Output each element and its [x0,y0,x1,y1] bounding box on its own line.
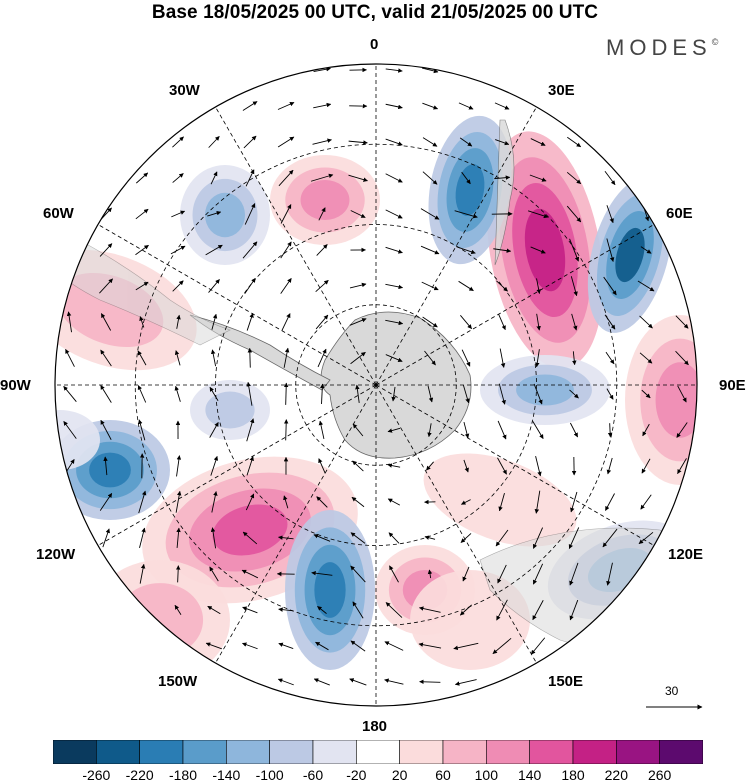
graticule [55,64,697,706]
colorbar-tick-label: 140 [517,767,542,783]
colorbar-tick-label: -260 [82,767,111,783]
colorbar-swatch [616,740,660,764]
colorbar-swatch [53,740,97,764]
colorbar-tick-label: -140 [212,767,241,783]
colorbar-swatch [399,740,444,764]
colorbar-swatch [356,740,400,764]
colorbar-tick-label: 100 [474,767,499,783]
map-title: Base 18/05/2025 00 UTC, valid 21/05/2025… [151,2,599,23]
colorbar-tick-label: 180 [561,767,585,783]
modes-logo: MODES© [606,35,718,61]
label-lon-30e: 30E [548,82,575,99]
colorbar-swatch [529,740,574,764]
colorbar [53,740,703,764]
label-lon-60w: 60W [43,205,74,222]
label-lon-120w: 120W [36,546,76,563]
colorbar-swatch [182,740,227,764]
label-lon-150e: 150E [548,673,584,690]
wind-vectors [63,66,689,686]
colorbar-swatch [659,740,703,764]
colorbar-tick-label: -60 [302,767,324,783]
label-lon-0: 0 [370,36,379,53]
colorbar-tick-label: 220 [604,767,629,783]
map-boundary [54,63,698,707]
colorbar-swatch [139,740,184,764]
colorbar-swatch [269,740,314,764]
colorbar-swatch [96,740,140,764]
label-lon-180: 180 [362,718,388,735]
colorbar-tick-label: -180 [168,767,198,783]
label-lon-30w: 30W [169,82,200,99]
colorbar-tick-label: 60 [435,767,451,783]
label-lon-120e: 120E [668,546,704,563]
colorbar-tick-label: 260 [647,767,672,783]
colorbar-swatch [312,740,357,764]
colorbar-tick-label: -100 [255,767,284,783]
label-lon-60e: 60E [666,205,693,222]
colorbar-swatch [226,740,270,764]
reference-vector-label: 30 [665,684,679,698]
label-lon-150w: 150W [158,673,198,690]
colorbar-swatch [442,740,487,764]
colorbar-swatch [572,740,617,764]
label-lon-90w: 90W [0,377,31,394]
label-lon-90e: 90E [719,377,746,394]
brand-mark: © [711,37,719,47]
colorbar-tick-label: -220 [125,767,154,783]
colorbar-tick-label: -20 [346,767,367,783]
colorbar-tick-label: 20 [391,767,408,783]
colorbar-swatch [486,740,530,764]
brand-text: MODES [606,35,712,60]
